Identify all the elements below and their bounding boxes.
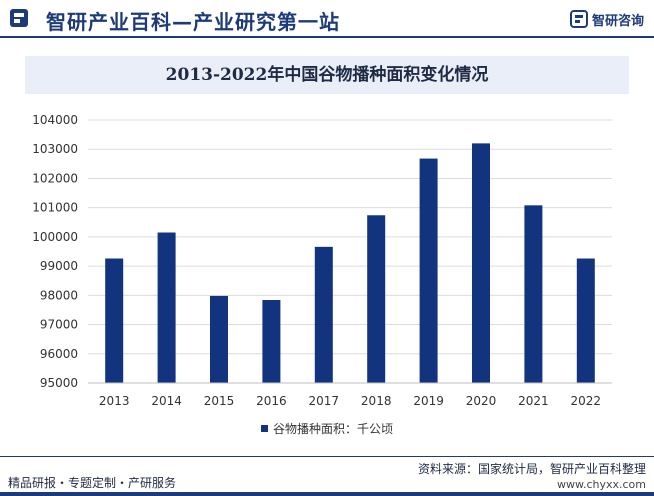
logo-icon bbox=[10, 9, 28, 27]
site-title: 智研产业百科—产业研究第一站 bbox=[46, 10, 340, 34]
x-tick-label: 2020 bbox=[466, 394, 497, 408]
header-divider bbox=[0, 36, 654, 38]
footer-divider bbox=[0, 456, 654, 457]
bar bbox=[210, 295, 228, 383]
brand: 智研咨询 bbox=[569, 10, 644, 29]
y-tick-label: 101000 bbox=[32, 201, 78, 215]
bar bbox=[576, 258, 595, 383]
y-tick-label: 95000 bbox=[40, 376, 78, 390]
x-tick-label: 2018 bbox=[361, 394, 392, 408]
legend-swatch bbox=[260, 424, 268, 432]
x-tick-label: 2021 bbox=[518, 394, 549, 408]
footer-bar bbox=[0, 492, 654, 496]
bar bbox=[262, 300, 281, 383]
y-tick-label: 97000 bbox=[40, 318, 78, 332]
chart-legend: 谷物播种面积：千公顷 bbox=[0, 420, 654, 436]
x-tick-label: 2019 bbox=[413, 394, 444, 408]
footer-tagline: 精品研报・专题定制・产研服务 bbox=[8, 476, 177, 490]
bar bbox=[419, 158, 438, 383]
x-tick-label: 2017 bbox=[309, 394, 340, 408]
y-tick-label: 102000 bbox=[32, 171, 78, 185]
y-tick-label: 103000 bbox=[32, 142, 78, 156]
y-tick-label: 99000 bbox=[40, 259, 78, 273]
bar bbox=[524, 205, 543, 383]
bar bbox=[367, 215, 386, 383]
site-url: www.chyxx.com bbox=[556, 478, 646, 491]
y-tick-label: 100000 bbox=[32, 230, 78, 244]
brand-name: 智研咨询 bbox=[591, 13, 644, 29]
y-tick-label: 98000 bbox=[40, 288, 78, 302]
y-tick-label: 104000 bbox=[32, 113, 78, 127]
chart-title-band: 2013-2022年中国谷物播种面积变化情况 bbox=[25, 56, 629, 94]
x-tick-label: 2022 bbox=[571, 394, 602, 408]
x-tick-label: 2014 bbox=[151, 394, 182, 408]
legend-label: 谷物播种面积：千公顷 bbox=[272, 421, 393, 436]
brand-logo-icon bbox=[569, 10, 588, 28]
bar-chart: 95000 96000 97000 98000 99000 100000 101000 102… bbox=[32, 113, 612, 408]
chart-title: 2013-2022年中国谷物播种面积变化情况 bbox=[165, 65, 489, 85]
x-tick-label: 2016 bbox=[256, 394, 287, 408]
page-header: 智研产业百科—产业研究第一站 智研咨询 bbox=[0, 0, 654, 36]
bar bbox=[314, 246, 333, 383]
x-tick-label: 2015 bbox=[204, 394, 235, 408]
x-tick-label: 2013 bbox=[99, 394, 130, 408]
data-source: 资料来源：国家统计局，智研产业百科整理 bbox=[417, 462, 646, 476]
bar bbox=[472, 143, 490, 383]
bar bbox=[157, 232, 176, 383]
bar bbox=[105, 258, 124, 383]
y-tick-label: 96000 bbox=[40, 347, 78, 361]
